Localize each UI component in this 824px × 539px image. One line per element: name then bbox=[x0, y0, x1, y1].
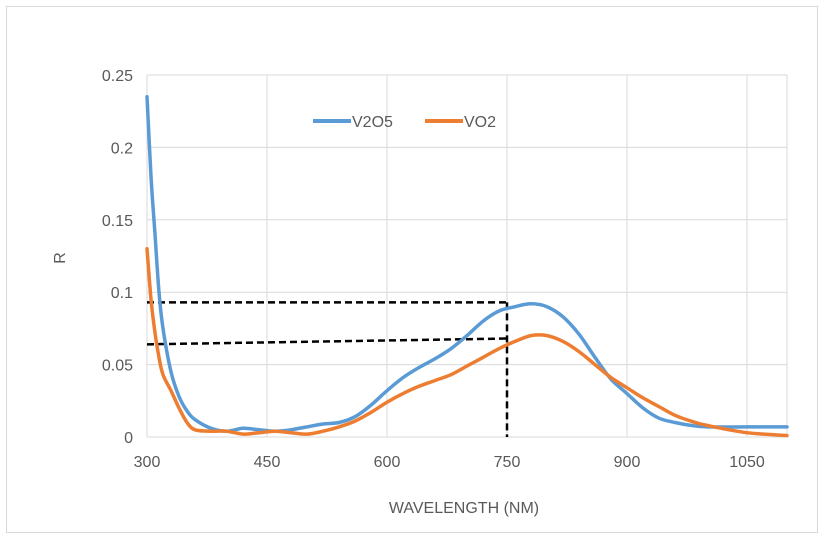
x-tick-label: 1050 bbox=[729, 454, 765, 471]
y-tick-label: 0.1 bbox=[111, 285, 133, 302]
x-axis-title: WAVELENGTH (NM) bbox=[389, 500, 539, 517]
y-axis-title: R bbox=[52, 252, 69, 264]
chart-frame: 0 0.05 0.1 0.15 0.2 0.25 300 450 600 750 900 1050 W… bbox=[6, 6, 818, 533]
x-tick-label: 450 bbox=[254, 454, 281, 471]
y-tick-label: 0.15 bbox=[102, 213, 133, 230]
line-chart: 0 0.05 0.1 0.15 0.2 0.25 300 450 600 750 900 1050 W… bbox=[52, 68, 789, 517]
legend-label-v2o5: V2O5 bbox=[352, 114, 393, 131]
series-line-vo2 bbox=[145, 247, 789, 438]
y-tick-label: 0 bbox=[124, 430, 133, 447]
x-tick-label: 300 bbox=[134, 454, 161, 471]
dashed-guide-line-1 bbox=[146, 337, 508, 346]
series-line-v2o5 bbox=[145, 94, 789, 433]
legend-label-vo2: VO2 bbox=[464, 114, 496, 131]
x-tick-label: 900 bbox=[614, 454, 641, 471]
y-tick-label: 0.05 bbox=[102, 358, 133, 375]
y-tick-label: 0.2 bbox=[111, 140, 133, 157]
gridlines bbox=[146, 74, 788, 438]
y-tick-label: 0.25 bbox=[102, 68, 133, 85]
x-tick-label: 750 bbox=[494, 454, 521, 471]
x-tick-label: 600 bbox=[374, 454, 401, 471]
tick-labels: 0 0.05 0.1 0.15 0.2 0.25 300 450 600 750 900 1050 bbox=[102, 68, 765, 471]
legend: V2O5 VO2 bbox=[313, 114, 496, 131]
dashed-guide-lines bbox=[146, 301, 509, 437]
series-lines bbox=[145, 94, 789, 438]
